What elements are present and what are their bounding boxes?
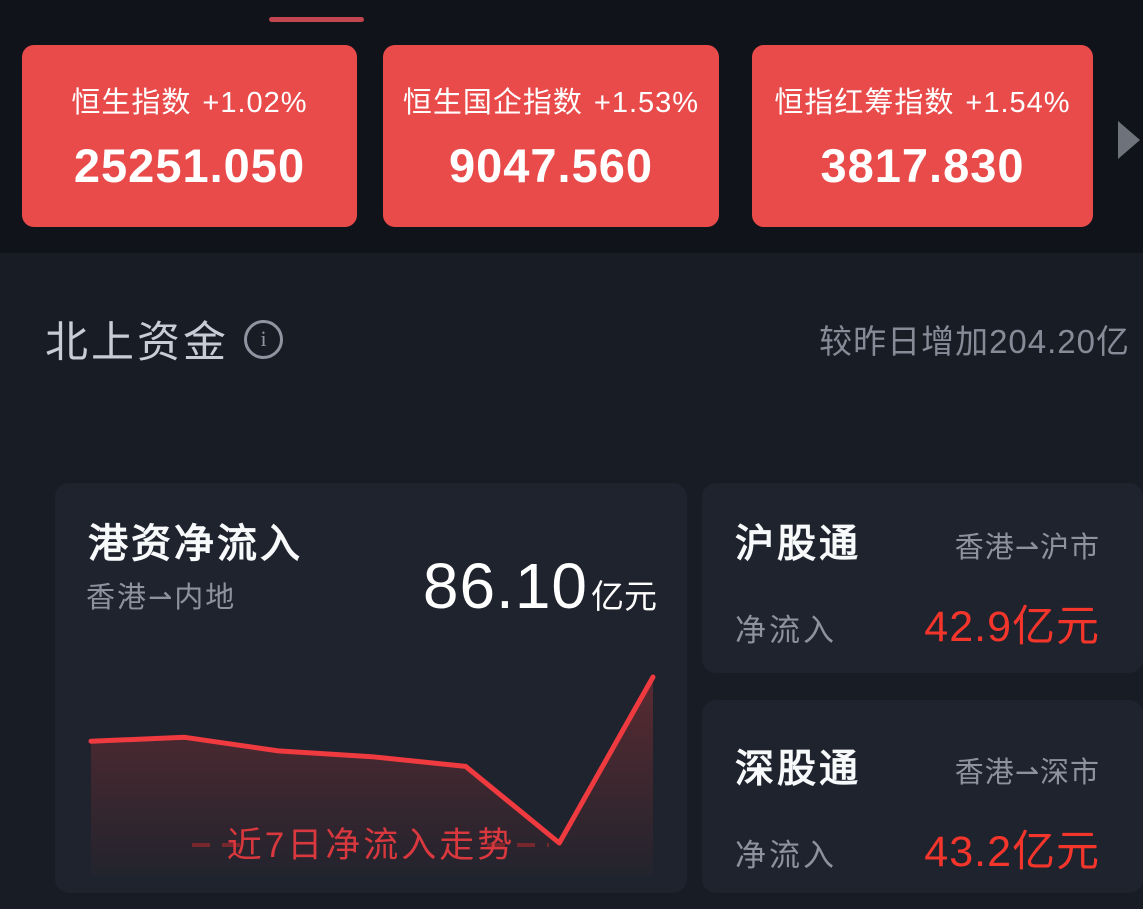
flow-value: 42.9亿元 — [924, 603, 1100, 651]
flow-label: 净流入 — [735, 613, 837, 648]
panel-value-row: 净流入 42.9亿元 — [735, 592, 1100, 654]
section-note: 较昨日增加204.20亿 — [819, 323, 1130, 360]
index-change: +1.53% — [593, 87, 700, 119]
index-name: 恒生指数 — [71, 87, 192, 119]
index-title-row: 恒生指数 +1.02% — [71, 79, 307, 121]
flow-label: 净流入 — [735, 838, 837, 873]
inflow-unit: 亿元 — [591, 578, 657, 615]
hk-net-inflow-panel[interactable]: 港资净流入 香港⇀内地 86.10 亿元 近7日净流入走势 — [55, 483, 687, 893]
index-cards-band: 恒生指数 +1.02% 25251.050 恒生国企指数 +1.53% 9047… — [0, 0, 1143, 253]
panel-title-row: 沪股通 香港⇀沪市 — [735, 513, 1100, 569]
index-name: 恒指红筹指数 — [774, 87, 955, 119]
section-header: 北上资金 i 较昨日增加204.20亿 — [45, 308, 1130, 370]
chart-area-fill — [91, 677, 653, 875]
chart-line — [88, 674, 656, 846]
index-change: +1.02% — [202, 87, 308, 119]
shenzhen-connect-panel[interactable]: 深股通 香港⇀深市 净流入 43.2亿元 — [702, 700, 1143, 893]
connect-title: 深股通 — [735, 748, 862, 791]
index-value: 9047.560 — [448, 139, 654, 192]
index-card-hsi[interactable]: 恒生指数 +1.02% 25251.050 — [22, 45, 357, 227]
index-change: +1.54% — [965, 87, 1071, 119]
panel-title-row: 深股通 香港⇀深市 — [735, 738, 1100, 794]
info-icon[interactable]: i — [244, 319, 283, 359]
index-value: 25251.050 — [73, 139, 306, 192]
connect-direction: 香港⇀深市 — [954, 757, 1100, 789]
index-title-row: 恒生国企指数 +1.53% — [403, 79, 699, 121]
connect-direction: 香港⇀沪市 — [954, 532, 1100, 564]
connect-title: 沪股通 — [735, 523, 862, 566]
panel-direction: 香港⇀内地 — [86, 582, 237, 614]
active-tab-indicator — [269, 17, 364, 22]
inflow-value: 86.10 — [422, 550, 588, 622]
index-name: 恒生国企指数 — [402, 87, 583, 119]
panel-value-row: 净流入 43.2亿元 — [735, 817, 1100, 879]
panel-title: 港资净流入 — [88, 522, 303, 566]
flow-value: 43.2亿元 — [924, 828, 1100, 876]
shanghai-connect-panel[interactable]: 沪股通 香港⇀沪市 净流入 42.9亿元 — [702, 483, 1143, 673]
trend-chart — [55, 483, 687, 893]
index-card-red-chip[interactable]: 恒指红筹指数 +1.54% 3817.830 — [752, 45, 1093, 227]
panel-value-row: 86.10 亿元 — [423, 549, 657, 623]
section-title: 北上资金 — [45, 319, 229, 367]
index-title-row: 恒指红筹指数 +1.54% — [774, 79, 1070, 121]
index-card-hscei[interactable]: 恒生国企指数 +1.53% 9047.560 — [383, 45, 719, 227]
chevron-right-icon[interactable] — [1118, 121, 1140, 159]
index-value: 3817.830 — [820, 139, 1025, 192]
